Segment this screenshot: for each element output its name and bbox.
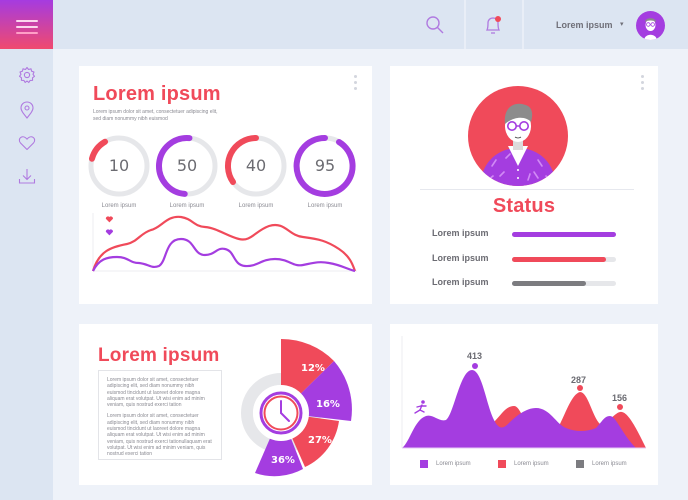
peak-dot — [577, 385, 583, 391]
pie-chart: 12% 16% 27% 36% — [241, 338, 352, 477]
status-title: Status — [492, 195, 556, 217]
text-pie-card: Lorem ipsum Lorem ipsum dolor sit amet, … — [79, 324, 372, 485]
svg-text:27%: 27% — [308, 435, 332, 446]
progress-ring: 40 — [224, 134, 288, 198]
peak-dot — [472, 363, 478, 369]
peak-dot — [617, 404, 623, 410]
area-chart — [401, 336, 646, 449]
svg-text:16%: 16% — [316, 399, 340, 410]
runner-icon — [414, 400, 427, 414]
bell-icon[interactable] — [482, 14, 504, 36]
more-options-icon[interactable] — [354, 75, 358, 91]
ring-value: 50 — [176, 156, 198, 175]
peak-label: 413 — [467, 351, 483, 361]
ring-label: Lorem ipsum — [238, 203, 274, 209]
legend-item: Lorem ipsum — [498, 460, 549, 468]
search-icon[interactable] — [424, 14, 446, 36]
area-chart-card: 413 287 156 Lorem ipsum Lorem ipsum Lore… — [390, 324, 658, 485]
status-bar — [512, 281, 616, 286]
progress-ring: 50 — [155, 134, 219, 198]
status-bar — [512, 232, 616, 237]
metrics-card: Lorem ipsum Lorem ipsum dolor sit amet, … — [79, 66, 372, 304]
peak-label: 156 — [612, 393, 628, 403]
gear-icon[interactable] — [17, 65, 37, 85]
svg-text:12%: 12% — [301, 363, 325, 374]
divider — [522, 0, 524, 49]
card-subtitle: Lorem ipsum dolor sit amet, consectetuer… — [93, 109, 218, 122]
sidebar — [0, 49, 53, 500]
avatar[interactable] — [636, 11, 665, 40]
heart-icon — [105, 229, 114, 236]
divider — [464, 0, 466, 49]
clock-icon — [280, 400, 290, 422]
paragraph: Lorem ipsum dolor sit amet, consectetuer… — [107, 413, 212, 458]
ring-value: 10 — [108, 156, 130, 175]
legend-item: Lorem ipsum — [420, 460, 471, 468]
legend-swatch — [576, 460, 584, 468]
svg-text:36%: 36% — [271, 455, 295, 466]
ring-value: 40 — [245, 156, 267, 175]
heart-icon — [105, 216, 114, 223]
progress-ring: 95 — [293, 134, 357, 198]
status-label: Lorem ipsum — [432, 277, 489, 287]
line-chart — [91, 213, 357, 273]
peak-label: 287 — [571, 375, 587, 385]
notification-badge — [495, 16, 501, 22]
ring-label: Lorem ipsum — [101, 203, 137, 209]
legend-item: Lorem ipsum — [576, 460, 627, 468]
ring-value: 95 — [314, 156, 336, 175]
paragraph: Lorem ipsum dolor sit amet, consectetuer… — [107, 377, 205, 409]
menu-button[interactable] — [0, 0, 53, 49]
status-label: Lorem ipsum — [432, 228, 489, 238]
legend-swatch — [420, 460, 428, 468]
download-icon[interactable] — [17, 166, 37, 186]
more-options-icon[interactable] — [641, 75, 645, 91]
profile-avatar — [468, 86, 568, 186]
divider — [420, 189, 634, 190]
top-bar: Lorem ipsum ▾ — [0, 0, 688, 49]
user-name[interactable]: Lorem ipsum — [556, 20, 613, 30]
chevron-down-icon[interactable]: ▾ — [620, 21, 624, 28]
card-title: Lorem ipsum — [93, 83, 221, 105]
profile-card: Status Lorem ipsum Lorem ipsum Lorem ips… — [390, 66, 658, 304]
legend-swatch — [498, 460, 506, 468]
hamburger-icon — [16, 20, 38, 22]
heart-icon[interactable] — [17, 133, 37, 153]
progress-ring: 10 — [87, 134, 151, 198]
status-label: Lorem ipsum — [432, 253, 489, 263]
card-title: Lorem ipsum — [98, 345, 220, 366]
ring-label: Lorem ipsum — [307, 203, 343, 209]
location-pin-icon[interactable] — [17, 100, 37, 120]
ring-label: Lorem ipsum — [169, 203, 205, 209]
text-box: Lorem ipsum dolor sit amet, consectetuer… — [98, 370, 222, 460]
status-bar — [512, 257, 616, 262]
